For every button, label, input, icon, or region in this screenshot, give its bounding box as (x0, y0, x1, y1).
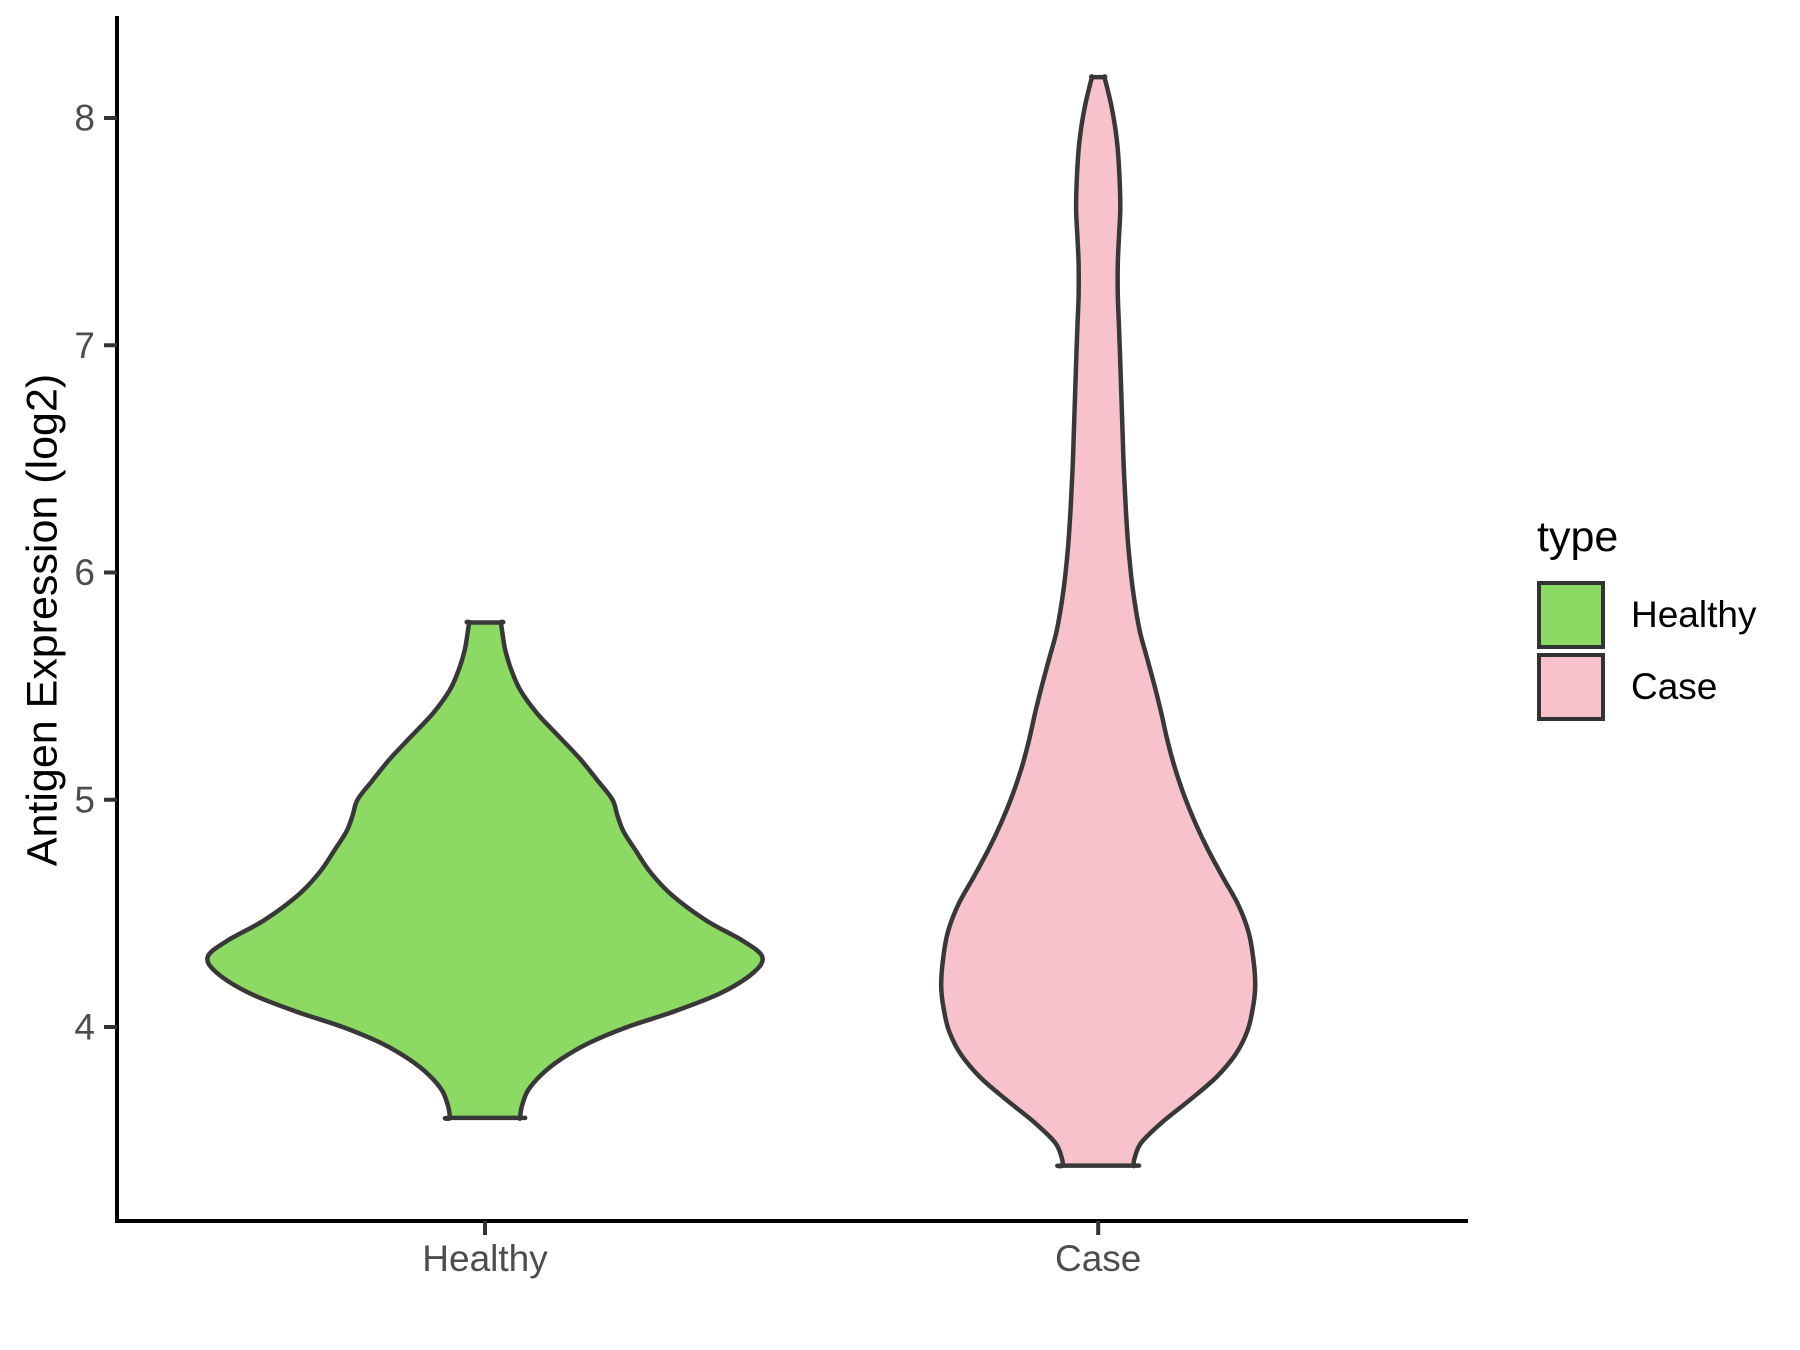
legend-swatch-case (1537, 653, 1605, 721)
legend-title: type (1537, 513, 1619, 561)
legend-key-healthy: Healthy (1537, 581, 1756, 649)
x-axis-ticks: Healthy Case (422, 1221, 1141, 1279)
x-tick-label-case: Case (1055, 1238, 1141, 1279)
y-tick-label: 4 (74, 1007, 95, 1048)
y-tick-label: 6 (74, 552, 95, 593)
y-tick-label: 5 (74, 779, 95, 820)
legend-label-case: Case (1631, 666, 1718, 707)
legend-key-case: Case (1537, 653, 1756, 721)
y-axis-title: Antigen Expression (log2) (18, 373, 67, 867)
violin-case (938, 74, 1258, 1169)
legend-label-healthy: Healthy (1631, 594, 1757, 635)
axes (115, 16, 1468, 1223)
y-tick-label: 8 (74, 98, 95, 139)
legend: type Healthy Case (1537, 516, 1756, 725)
legend-swatch-healthy (1537, 581, 1605, 649)
x-tick-label-healthy: Healthy (422, 1238, 548, 1279)
y-tick-label: 7 (74, 325, 95, 366)
y-axis-ticks: 8 7 6 5 4 (74, 98, 117, 1048)
violins (205, 74, 1258, 1169)
violin-healthy (205, 619, 765, 1121)
